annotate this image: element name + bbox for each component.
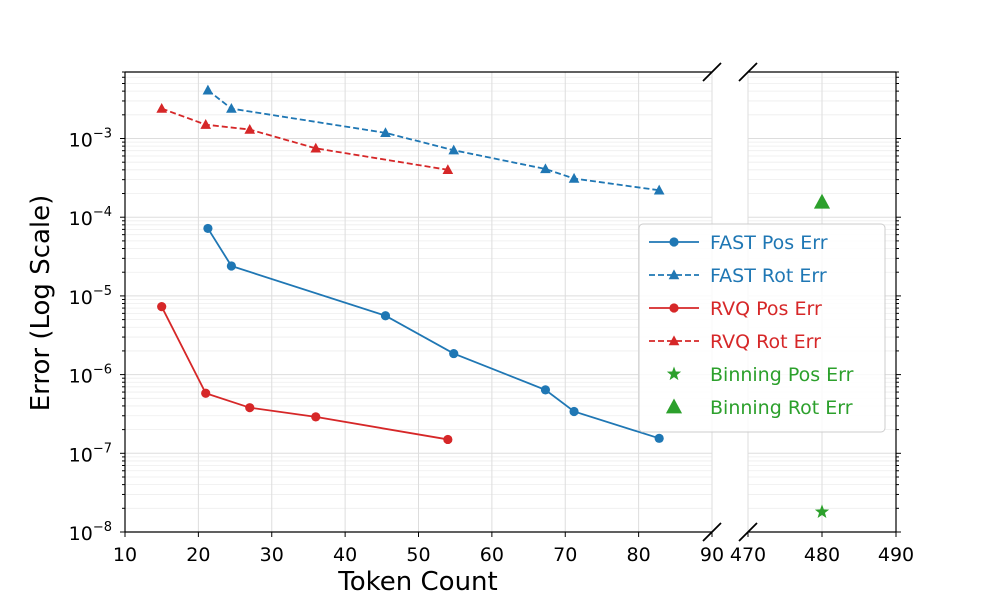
data-point — [226, 261, 236, 271]
data-point — [653, 184, 665, 195]
data-point — [443, 434, 453, 445]
legend-entry: FAST Rot Err — [649, 265, 827, 287]
plot-series — [156, 84, 831, 518]
legend-entry: Binning Rot Err — [665, 397, 853, 419]
y-tick-label: 10−8 — [69, 520, 112, 545]
x-tick-label: 90 — [700, 544, 724, 566]
legend-entry: RVQ Rot Err — [649, 331, 821, 353]
legend-label: FAST Pos Err — [710, 232, 828, 254]
series-binning-pos-err — [814, 504, 830, 518]
legend-entry: RVQ Pos Err — [649, 298, 822, 320]
data-point — [449, 348, 459, 359]
data-point — [448, 144, 460, 155]
data-point — [157, 302, 167, 312]
x-tick-label: 470 — [730, 544, 766, 566]
data-point — [569, 406, 579, 417]
legend-label: RVQ Rot Err — [710, 331, 821, 353]
x-tick-label: 80 — [627, 544, 651, 566]
legend-marker — [666, 366, 682, 381]
x-tick-label: 70 — [553, 544, 577, 566]
y-tick-base: 10 — [69, 287, 93, 309]
axes — [120, 62, 901, 542]
data-point — [380, 127, 391, 138]
data-point — [540, 163, 551, 174]
data-point — [203, 223, 213, 234]
y-tick-label: 10−7 — [69, 441, 112, 466]
y-tick-exponent: −6 — [93, 363, 112, 378]
y-tick-exponent: −5 — [93, 284, 112, 299]
x-tick-label: 490 — [878, 544, 914, 566]
data-point — [202, 84, 214, 95]
data-point — [244, 123, 256, 134]
x-tick-label: 30 — [260, 544, 284, 566]
legend-marker — [668, 335, 680, 346]
axis-break-mark — [738, 62, 758, 82]
data-point — [813, 193, 831, 209]
data-point — [226, 102, 237, 113]
series-line — [161, 107, 448, 171]
x-tick-label: 20 — [186, 544, 210, 566]
data-point — [311, 412, 321, 422]
y-tick-base: 10 — [69, 523, 93, 545]
series-rvq-pos-err — [157, 302, 453, 445]
x-axis-label: Token Count — [337, 567, 497, 597]
data-point — [310, 142, 322, 153]
legend-entry: FAST Pos Err — [649, 232, 828, 254]
legend-marker — [669, 303, 679, 313]
series-rvq-rot-err — [156, 102, 454, 175]
y-tick-label: 10−5 — [69, 284, 112, 309]
x-tick-label: 40 — [333, 544, 357, 566]
y-tick-exponent: −3 — [93, 127, 112, 142]
y-tick-label: 10−4 — [69, 205, 112, 230]
data-point — [442, 164, 454, 175]
series-fast-rot-err — [202, 84, 665, 195]
legend-marker — [665, 398, 683, 414]
series-fast-pos-err — [203, 223, 664, 443]
legend-marker — [669, 237, 679, 247]
axis-break-mark — [702, 62, 722, 82]
series-binning-rot-err — [813, 193, 831, 209]
data-point — [540, 385, 551, 395]
legend-label: Binning Rot Err — [710, 397, 853, 419]
legend: FAST Pos Err FAST Rot Err RVQ Pos Err RVQ R… — [638, 223, 886, 433]
y-tick-label: 10−3 — [69, 127, 112, 152]
y-tick-base: 10 — [69, 444, 93, 466]
data-point — [201, 388, 211, 398]
y-tick-base: 10 — [69, 130, 93, 152]
y-tick-exponent: −4 — [93, 205, 112, 220]
x-tick-label: 10 — [113, 544, 137, 566]
data-point — [568, 172, 580, 183]
y-tick-base: 10 — [69, 208, 93, 230]
tick-labels: 10−810−710−610−510−410−310 20 30 40 50 60 70 80… — [69, 127, 914, 566]
legend-frame — [638, 223, 886, 433]
legend-label: Binning Pos Err — [710, 364, 854, 386]
y-tick-label: 10−6 — [69, 363, 112, 388]
y-tick-exponent: −7 — [93, 441, 112, 456]
y-tick-base: 10 — [69, 366, 93, 388]
series-line — [207, 89, 660, 192]
data-point — [245, 403, 255, 413]
y-axis-label: Error (Log Scale) — [26, 195, 56, 412]
legend-label: RVQ Pos Err — [710, 298, 822, 320]
data-point — [380, 311, 391, 321]
x-tick-label: 480 — [804, 544, 840, 566]
data-point — [654, 433, 664, 443]
legend-entry: Binning Pos Err — [666, 364, 854, 386]
legend-label: FAST Rot Err — [710, 265, 827, 287]
y-tick-exponent: −8 — [93, 520, 112, 535]
x-tick-label: 60 — [480, 544, 504, 566]
data-point — [814, 504, 830, 518]
legend-marker — [668, 269, 680, 280]
series-line — [207, 227, 660, 440]
data-point — [200, 119, 212, 129]
grid — [124, 71, 897, 533]
x-tick-label: 50 — [406, 544, 430, 566]
data-point — [156, 102, 168, 113]
